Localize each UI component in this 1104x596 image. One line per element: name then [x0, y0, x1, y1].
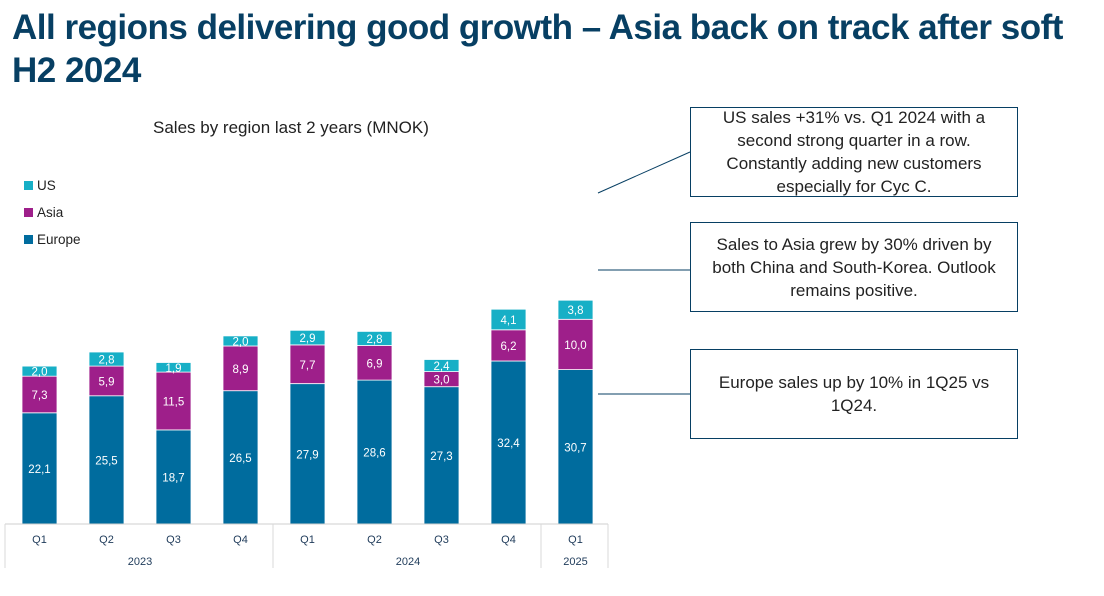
- group-label-0: 2023: [128, 556, 152, 568]
- bar-us-5: [356, 330, 393, 346]
- chart-legend: US Asia Europe: [24, 172, 81, 253]
- bar-asia-2: [155, 371, 192, 431]
- data-label-asia-2: 11,5: [163, 397, 185, 409]
- data-label-europe-6: 27,3: [430, 451, 452, 463]
- data-label-asia-5: 6,9: [367, 358, 383, 370]
- bar-asia-4: [289, 344, 326, 384]
- data-label-europe-2: 18,7: [162, 473, 184, 485]
- chart-title: Sales by region last 2 years (MNOK): [153, 118, 429, 137]
- data-label-europe-8: 30,7: [564, 442, 586, 454]
- group-label-2: 2025: [563, 556, 587, 568]
- bar-us-6: [423, 359, 460, 373]
- bar-us-2: [155, 362, 192, 373]
- bar-asia-3: [222, 345, 259, 392]
- data-label-europe-3: 26,5: [229, 453, 251, 465]
- data-label-asia-1: 5,9: [99, 376, 115, 388]
- legend-label-europe: Europe: [37, 232, 81, 247]
- data-label-us-6: 2,4: [434, 361, 451, 373]
- data-label-europe-5: 28,6: [363, 448, 385, 460]
- callout-europe-text: Europe sales up by 10% in 1Q25 vs 1Q24.: [718, 373, 990, 415]
- data-label-asia-0: 7,3: [32, 390, 48, 402]
- data-label-us-5: 2,8: [367, 334, 383, 346]
- data-label-asia-4: 7,7: [300, 360, 316, 372]
- category-label-3: Q4: [233, 534, 248, 546]
- category-label-5: Q2: [367, 534, 382, 546]
- data-label-asia-3: 8,9: [233, 364, 249, 376]
- callout-europe: Europe sales up by 10% in 1Q25 vs 1Q24.: [690, 349, 1018, 439]
- data-label-asia-6: 3,0: [434, 375, 450, 387]
- legend-item-europe: Europe: [24, 226, 81, 253]
- data-label-us-1: 2,8: [99, 355, 115, 367]
- data-label-us-7: 4,1: [501, 315, 517, 327]
- connector-us: [597, 151, 691, 194]
- group-label-1: 2024: [396, 556, 420, 568]
- bar-europe-3: [222, 390, 259, 525]
- data-label-europe-1: 25,5: [95, 455, 117, 467]
- data-label-europe-4: 27,9: [296, 449, 318, 461]
- data-label-us-2: 1,9: [166, 363, 182, 375]
- data-label-us-4: 2,9: [300, 333, 316, 345]
- bar-asia-0: [21, 375, 58, 414]
- bar-europe-1: [88, 395, 125, 525]
- bar-us-1: [88, 351, 125, 367]
- bar-us-4: [289, 329, 326, 346]
- data-label-us-0: 2,0: [32, 367, 48, 379]
- category-label-6: Q3: [434, 534, 449, 546]
- data-label-us-3: 2,0: [233, 336, 249, 348]
- category-label-7: Q4: [501, 534, 516, 546]
- category-label-1: Q2: [99, 534, 114, 546]
- legend-label-asia: Asia: [37, 205, 64, 220]
- data-label-asia-8: 10,0: [564, 340, 586, 352]
- bar-asia-8: [557, 318, 594, 370]
- bar-us-7: [490, 308, 527, 331]
- legend-item-asia: Asia: [24, 199, 81, 226]
- callout-asia-text: Sales to Asia grew by 30% driven by both…: [712, 234, 996, 300]
- legend-item-us: US: [24, 172, 81, 199]
- bar-europe-4: [289, 383, 326, 525]
- legend-swatch-europe: [24, 235, 33, 244]
- bar-europe-5: [356, 379, 393, 525]
- callout-us: US sales +31% vs. Q1 2024 with a second …: [690, 107, 1018, 197]
- category-label-8: Q1: [568, 534, 583, 546]
- legend-label-us: US: [37, 178, 56, 193]
- bar-us-3: [222, 335, 259, 347]
- legend-swatch-us: [24, 181, 33, 190]
- bar-us-0: [21, 365, 58, 377]
- legend-swatch-asia: [24, 208, 33, 217]
- data-label-europe-7: 32,4: [497, 438, 520, 450]
- bar-europe-2: [155, 429, 192, 525]
- category-label-4: Q1: [300, 534, 315, 546]
- bar-us-8: [557, 299, 594, 320]
- data-label-europe-0: 22,1: [28, 464, 50, 476]
- category-label-0: Q1: [32, 534, 47, 546]
- callout-asia: Sales to Asia grew by 30% driven by both…: [690, 222, 1018, 312]
- data-label-asia-7: 6,2: [501, 341, 517, 353]
- data-label-us-8: 3,8: [568, 305, 584, 317]
- slide-title: All regions delivering good growth – Asi…: [12, 8, 1063, 90]
- callout-us-text: US sales +31% vs. Q1 2024 with a second …: [722, 108, 986, 196]
- category-label-2: Q3: [166, 534, 181, 546]
- bar-asia-7: [490, 329, 527, 362]
